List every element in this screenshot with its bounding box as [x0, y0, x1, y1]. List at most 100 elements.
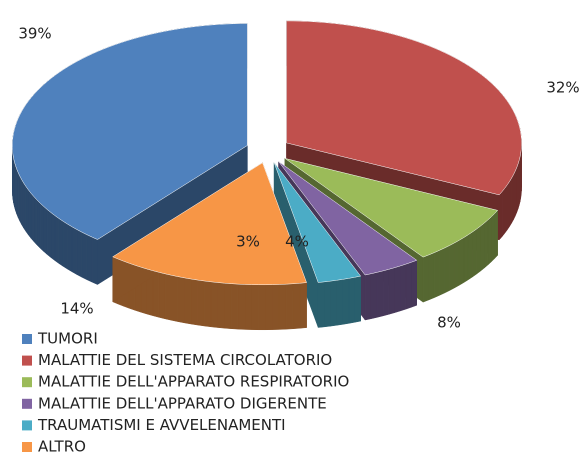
data-label: 14% [60, 300, 93, 318]
data-label: 3% [236, 233, 260, 251]
pie-slice [12, 23, 248, 240]
slice-side [177, 276, 185, 324]
legend-swatch [22, 355, 32, 366]
slice-side [58, 217, 64, 267]
slice-side [491, 213, 495, 263]
slice-side [265, 284, 273, 331]
slice-side [382, 268, 390, 317]
slice-side [324, 280, 331, 328]
slice-side [467, 231, 473, 281]
slice-side [244, 284, 252, 330]
data-label: 32% [546, 79, 579, 97]
slice-side [71, 226, 78, 276]
slice-side [197, 279, 205, 327]
slice-side [190, 278, 198, 326]
slice-side [348, 276, 355, 324]
pie-slice [286, 20, 522, 196]
slice-side [184, 277, 192, 325]
slice-side [354, 275, 361, 323]
legend-label: TRAUMATISMI E AVVELENAMENTI [37, 416, 286, 434]
pie-tops [12, 20, 522, 286]
slice-side [62, 220, 68, 270]
data-label: 4% [285, 233, 309, 251]
slice-side [433, 249, 440, 299]
slice-side [511, 174, 514, 224]
slice-side [506, 180, 510, 231]
data-label: 8% [437, 314, 461, 332]
legend-label: MALATTIE DEL SISTEMA CIRCOLATORIO [38, 351, 332, 369]
slice-side [472, 228, 477, 278]
slice-side [217, 282, 225, 329]
slice-side [258, 284, 266, 331]
data-label: 39% [18, 25, 51, 43]
slice-side [33, 195, 38, 246]
slice-side [171, 274, 179, 322]
legend-swatch [22, 442, 32, 452]
legend-label: ALTRO [38, 438, 86, 456]
slice-side [498, 190, 503, 241]
slice-side [463, 234, 469, 284]
slice-side [224, 282, 232, 329]
slice-side [509, 177, 512, 228]
slice-side [400, 263, 407, 312]
slice-side [25, 185, 29, 236]
slice-side [237, 283, 246, 330]
legend-swatch [22, 334, 32, 344]
slice-side [164, 273, 172, 321]
slice-side [370, 272, 378, 320]
slice-side [251, 284, 259, 331]
slice-side [422, 254, 429, 303]
slice-side [388, 267, 395, 315]
slice-side [28, 189, 32, 239]
slice-side [30, 192, 35, 243]
slice-side [272, 284, 280, 330]
slice-side [86, 234, 93, 283]
legend-label: TUMORI [37, 330, 98, 348]
legend-swatch [22, 420, 32, 431]
slice-side [376, 270, 384, 318]
slice-side [54, 215, 60, 264]
slice-side [480, 222, 485, 272]
slice-side [317, 281, 325, 328]
slice-side [46, 208, 52, 258]
slice-side [50, 211, 56, 261]
slice-side [336, 279, 343, 326]
pie-slice [112, 162, 307, 286]
pie-slice [273, 162, 362, 283]
slice-side [487, 216, 492, 266]
slice-side [152, 270, 160, 318]
slice-side [449, 242, 455, 291]
legend-swatch [22, 377, 32, 388]
slice-side [458, 237, 465, 286]
slice-side [513, 170, 516, 220]
slice-side [342, 278, 350, 325]
slice-side [210, 281, 218, 328]
slice-side [230, 283, 239, 330]
slice-side [394, 265, 401, 313]
slice-side [278, 283, 287, 330]
slice-side [501, 187, 506, 238]
slice-side [476, 225, 481, 275]
slice-side [484, 219, 489, 269]
slice-side [21, 178, 24, 229]
slice-side [91, 236, 98, 285]
slice-side [405, 261, 412, 310]
slice-side [439, 247, 445, 296]
pie-slice [278, 161, 418, 276]
slice-side [285, 283, 294, 330]
slice-side [454, 239, 460, 289]
slice-side [76, 229, 83, 278]
slice-side [292, 282, 301, 330]
slice-side [203, 280, 212, 328]
slice-side [504, 184, 508, 235]
slice-side [494, 209, 498, 260]
slice-side [19, 175, 22, 225]
legend-label: MALATTIE DELL'APPARATO DIGERENTE [38, 394, 327, 412]
legend-swatch [22, 398, 32, 409]
slice-side [299, 282, 307, 329]
slice-side [158, 271, 166, 320]
slice-side [43, 205, 48, 255]
slice-side [39, 202, 44, 252]
pie-slice [284, 158, 499, 258]
